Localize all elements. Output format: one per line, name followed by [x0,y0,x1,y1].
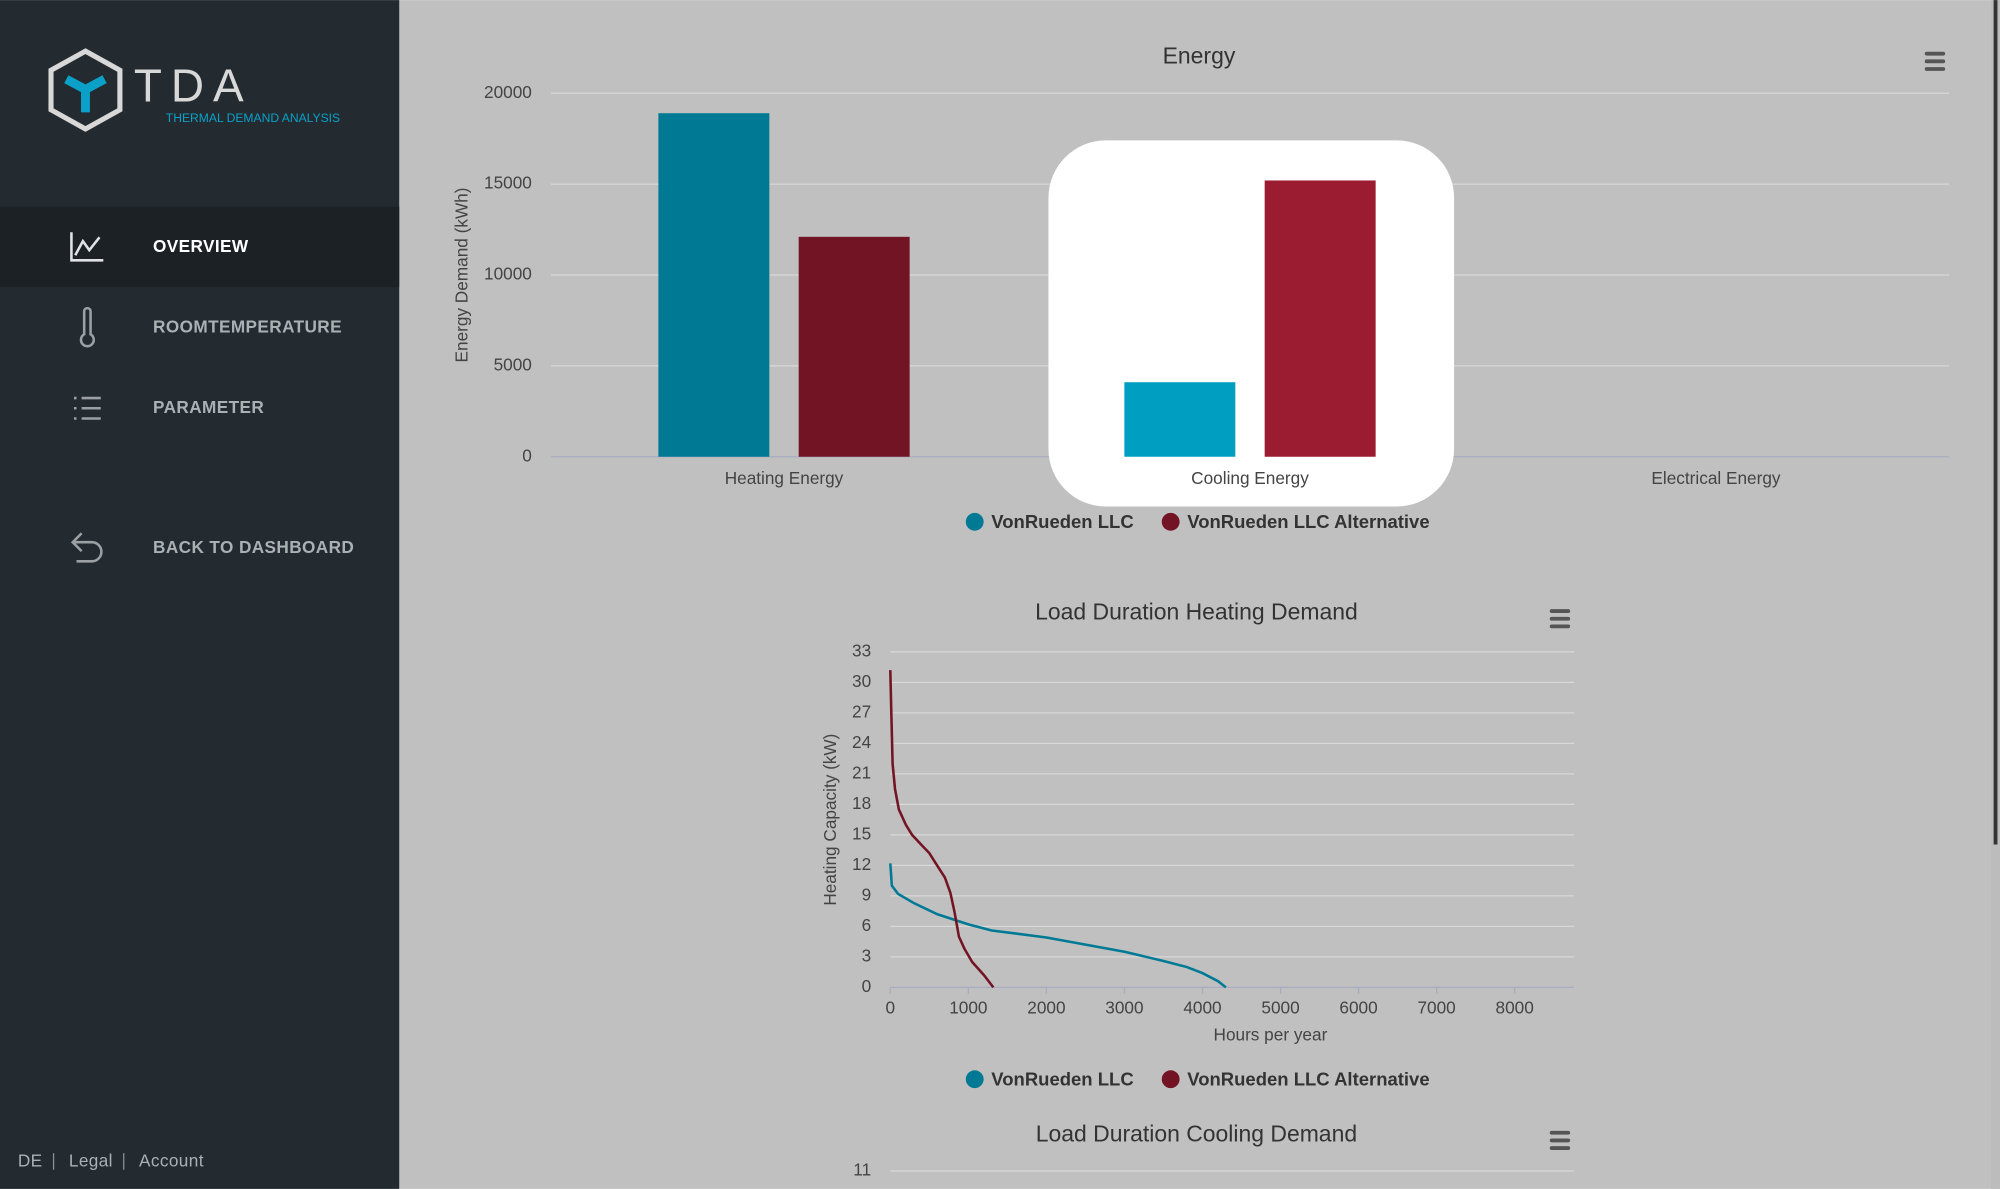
nav-item[interactable]: PARAMETER [153,397,264,417]
y-tick-label: 27 [852,701,871,721]
logo-hex [48,48,123,132]
footer-link[interactable]: DE [18,1151,43,1171]
legend-label[interactable]: VonRueden LLC Alternative [1187,1068,1429,1089]
line [889,670,995,989]
y-tick-label: 0 [862,976,872,996]
y-tick-label: 3 [862,945,872,965]
nav-item[interactable]: BACK TO DASHBOARD [153,537,354,557]
y-tick-label: 10000 [484,264,532,284]
x-tick-label: 5000 [1261,998,1299,1018]
legend-marker[interactable] [1161,512,1180,531]
x-tick-label: 4000 [1183,998,1221,1018]
x-tick-label: 8000 [1496,998,1534,1018]
bar [1264,180,1376,457]
bar [798,236,910,457]
nav-item[interactable]: OVERVIEW [153,236,249,256]
menu-icon-bar[interactable] [1549,624,1571,629]
y-tick-label: 6 [862,915,872,935]
legend-label[interactable]: VonRueden LLC Alternative [1187,511,1429,532]
x-tick-label: 1000 [949,998,987,1018]
y-tick-label: 18 [852,793,871,813]
icon-temp [79,306,96,348]
x-tick-label: 6000 [1339,998,1377,1018]
y-tick-label: 21 [852,762,871,782]
y-tick-label: 5000 [494,354,532,374]
logo-mark [64,75,107,113]
legend-marker[interactable] [1161,1070,1180,1089]
y-tick-label: 24 [852,732,872,752]
y-tick-label: 30 [852,671,871,691]
y-tick-label: 0 [522,445,532,465]
chart-title: Load Duration Heating Demand [1035,599,1358,625]
footer-link[interactable]: Account [139,1151,204,1171]
y-tick-label: 12 [852,854,871,874]
x-tick-label: 0 [886,998,896,1018]
icon-back [70,532,103,563]
y-tick-label: 33 [852,640,871,660]
hover-highlight [1048,140,1455,507]
x-tick-label: Electrical Energy [1651,468,1780,488]
y-tick-label: 15000 [484,173,532,193]
menu-icon-bar[interactable] [1549,1146,1571,1150]
menu-icon-bar[interactable] [1549,1130,1571,1135]
nav-active [0,206,400,288]
icon-overview [70,232,104,262]
y-tick-label: 9 [862,884,872,904]
y-axis-label: Energy Demand (kWh) [452,188,472,363]
chart-title: Energy [1163,43,1236,69]
x-axis-label: Hours per year [1214,1024,1328,1044]
menu-icon-bar[interactable] [1549,616,1571,621]
y-axis-label: Heating Capacity (kW) [820,734,840,906]
menu-icon-bar[interactable] [1549,1138,1571,1143]
bar [658,113,770,457]
logo: TDA [134,60,253,112]
legend-marker[interactable] [965,1070,984,1089]
line [889,863,1227,989]
x-tick-label: 2000 [1027,998,1065,1018]
x-tick-label: 7000 [1417,998,1455,1018]
footer-link[interactable]: Legal [69,1151,113,1171]
menu-icon-bar[interactable] [1924,59,1946,64]
chart-title: Load Duration Cooling Demand [1036,1120,1357,1146]
scrollbar-thumb [1993,0,1998,845]
bar [1124,382,1236,457]
icon-list [73,396,101,420]
menu-icon-bar[interactable] [1924,51,1946,56]
legend-label[interactable]: VonRueden LLC [991,1068,1133,1089]
menu-icon-bar[interactable] [1549,609,1571,613]
y-tick-label: 20000 [484,82,532,102]
logo-subtitle: THERMAL DEMAND ANALYSIS [166,111,340,125]
x-tick-label: Heating Energy [725,468,844,488]
menu-icon-bar[interactable] [1924,67,1946,71]
legend-marker[interactable] [965,512,984,531]
x-tick-label: Cooling Energy [1191,468,1309,488]
nav-item[interactable]: ROOMTEMPERATURE [153,316,342,336]
y-tick-label: 11 [853,1160,871,1180]
y-tick-label: 15 [852,823,871,843]
sidebar [0,0,400,1189]
legend-label[interactable]: VonRueden LLC [991,511,1133,532]
x-tick-label: 3000 [1105,998,1143,1018]
